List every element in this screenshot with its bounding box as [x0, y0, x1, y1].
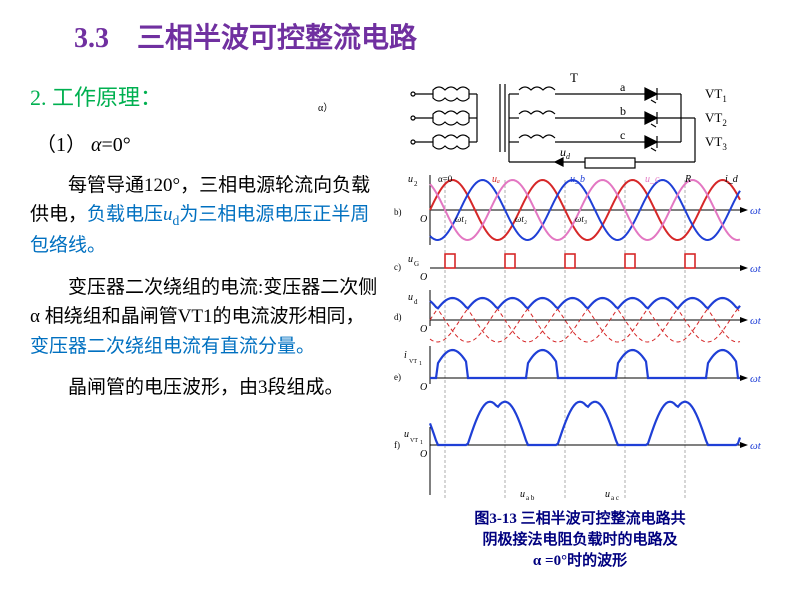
paragraph-1: 每管导通120°，三相电源轮流向负载供电，负载电压ud为三相电源电压正半周包络线… [30, 171, 380, 261]
row-e-label: e) [394, 372, 401, 382]
svg-text:ωt₁: ωt₁ [455, 214, 467, 224]
svg-text:1: 1 [420, 440, 423, 446]
row-d-label: d) [394, 312, 402, 322]
case-alpha: α [91, 134, 102, 156]
svg-text:O: O [420, 272, 427, 283]
svg-text:O: O [420, 449, 427, 460]
svg-text:a b: a b [526, 494, 535, 502]
svg-text:2: 2 [414, 180, 418, 188]
svg-text:a c: a c [611, 494, 619, 502]
svg-text:O: O [420, 214, 427, 225]
svg-text:u: u [605, 489, 610, 500]
content-row: 2. 工作原理： （1） α=0° 每管导通120°，三相电源轮流向负载供电，负… [30, 70, 770, 580]
vt1-label: VT1 [705, 86, 727, 104]
paragraph-2: 变压器二次绕组的电流:变压器二次侧α 相绕组和晶闸管VT1的电流波形相同， 变压器… [30, 273, 380, 361]
svg-text:u: u [408, 174, 413, 185]
svg-text:O: O [420, 382, 427, 393]
svg-text:VT: VT [409, 359, 417, 365]
left-column: 2. 工作原理： （1） α=0° 每管导通120°，三相电源轮流向负载供电，负… [30, 70, 380, 580]
svg-text:u: u [520, 489, 525, 500]
svg-text:u_b: u_b [570, 174, 585, 185]
svg-text:α=0: α=0 [438, 174, 453, 184]
p2-a: 变压器二次绕组的电流:变压器二次侧α 相绕组和晶闸管VT1的电流波形相同， [30, 277, 377, 327]
svg-text:O: O [420, 324, 427, 335]
svg-text:d: d [414, 298, 418, 306]
row-b-label: b) [394, 207, 402, 217]
svg-text:u: u [404, 429, 409, 440]
svg-text:u: u [408, 254, 413, 265]
phase-b: b [620, 104, 626, 118]
svg-text:VT: VT [410, 438, 418, 444]
case-prefix: （1） [36, 134, 86, 156]
svg-text:ωt: ωt [750, 315, 762, 327]
circuit-diagram: T a b c VT1 VT2 VT3 ud R [405, 70, 755, 170]
svg-text:i_d: i_d [725, 174, 739, 185]
svg-text:ωt: ωt [750, 373, 762, 385]
p1-ud: u [163, 204, 173, 225]
vt3-label: VT3 [705, 134, 727, 152]
svg-text:u: u [408, 292, 413, 303]
circuit-T-label: T [570, 70, 578, 85]
waveform-diagram: u2α=0uₐu_bu_cRi_dOωtωt₁ωt₂ωt₃ uGOωt udOω… [390, 170, 770, 505]
paragraph-3: 晶闸管的电压波形，由3段组成。 [30, 373, 380, 402]
svg-text:ωt₂: ωt₂ [515, 214, 527, 224]
vt2-label: VT2 [705, 110, 727, 128]
caption-line1: 图3-13 三相半波可控整流电路共 [474, 511, 685, 527]
p1-b: 负载电压 [87, 204, 163, 225]
svg-text:R: R [684, 174, 691, 185]
phase-a: a [620, 80, 626, 94]
svg-text:ωt: ωt [750, 440, 762, 452]
svg-text:ωt₃: ωt₃ [575, 214, 587, 224]
row-c-label: c) [394, 262, 401, 272]
svg-text:1: 1 [419, 361, 422, 367]
ud-label: ud [560, 145, 571, 161]
caption-line2: 阴极接法电阻负载时的电路及 [482, 532, 677, 548]
case-label: （1） α=0° [36, 128, 380, 157]
svg-text:ωt: ωt [750, 263, 762, 275]
svg-text:i: i [404, 350, 407, 361]
svg-text:u_c: u_c [645, 174, 660, 185]
right-column: T a b c VT1 VT2 VT3 ud R u2α=0uₐu_bu_cRi… [390, 70, 770, 580]
phase-c: c [620, 128, 625, 142]
svg-text:uₐ: uₐ [492, 174, 500, 185]
caption-line3: α =0°时的波形 [533, 553, 627, 569]
figure-caption: 图3-13 三相半波可控整流电路共 阴极接法电阻负载时的电路及 α =0°时的波… [464, 509, 695, 572]
svg-text:ωt: ωt [750, 205, 762, 217]
p2-b: 变压器二次绕组电流有直流分量。 [30, 336, 315, 357]
alpha-label-a: α） [318, 99, 333, 114]
case-eq: =0° [102, 134, 131, 156]
row-f-label: f) [394, 440, 400, 450]
svg-text:G: G [414, 260, 419, 268]
slide-title: 3.3 三相半波可控整流电路 [74, 16, 770, 56]
